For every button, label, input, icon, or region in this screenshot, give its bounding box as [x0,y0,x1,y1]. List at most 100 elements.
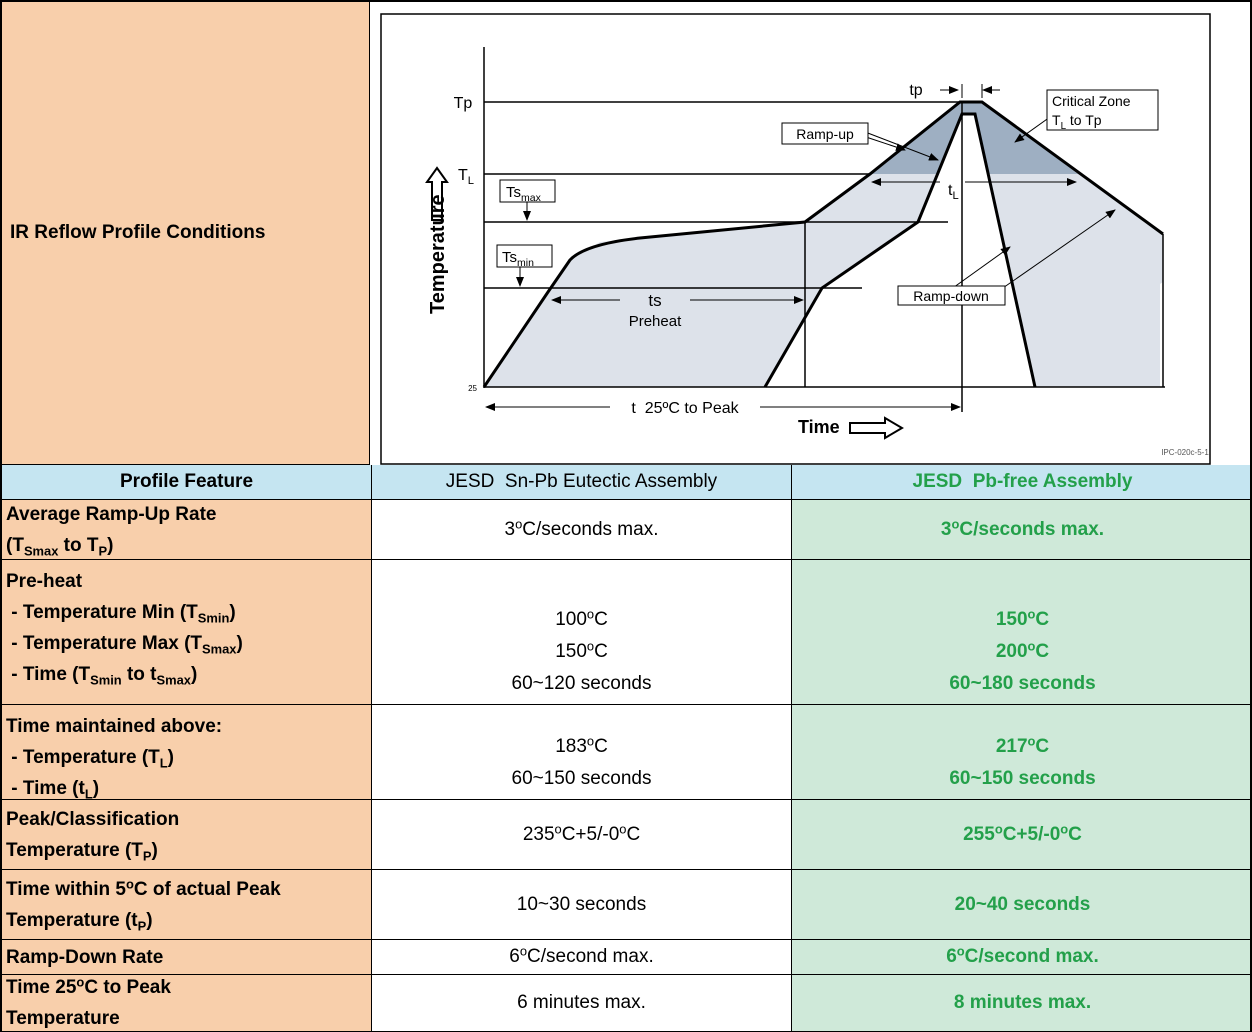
text-run: Ts [506,184,521,201]
feature-cell: Time 25oC to Peak Temperature [2,975,372,1032]
superscript: o [619,821,627,837]
text-run: C/seconds max. [522,518,659,540]
header-text: JESD Pb-free Assembly [912,471,1133,492]
text-run: C to Peak [84,977,171,998]
critical-range-label: TL to Tp [1052,112,1102,132]
text-run: ) [151,839,158,861]
x-label: Time [798,417,840,437]
subscript: L [159,755,168,771]
tp-label: tp [909,82,922,99]
feature-cell: Ramp-Down Rate [2,940,372,975]
cell-line: 60~120 seconds [512,668,652,700]
text-run: ) [229,602,236,623]
cell-line: - Time (TSmin to tSmax) [6,659,371,690]
tp-axis: Tp [454,95,473,112]
text-run: ) [92,778,100,799]
text-run: Peak/Classification [6,808,180,830]
header-cell: JESD Pb-free Assembly [792,465,1250,500]
superscript: o [586,733,595,749]
text-run: - Time (t [6,778,85,799]
label-boxes [496,89,1159,306]
cell-line: Pre-heat [6,566,371,597]
pbfree-cell: 3oC/seconds max. [792,500,1250,560]
text-run: 255 [963,823,995,845]
ramp-down-label: Ramp-down [913,288,988,304]
cell-line: 6oC/second max. [509,941,654,973]
superscript: o [554,821,562,837]
ref-label: IPC-020c-5-1 [1161,448,1209,457]
guides [483,47,1165,412]
header-text: JESD Sn-Pb Eutectic Assembly [445,471,718,492]
text-run: Time 25 [6,977,77,998]
text-run: C/seconds max. [959,518,1105,540]
profile-table: Profile Feature JESD Sn-Pb Eutectic Assem… [0,465,1252,1032]
cell-line: 8 minutes max. [954,987,1091,1019]
snpb-cell: 235oC+5/-0oC [372,800,792,870]
cell-line: 150oC [996,604,1049,636]
text-run: C [594,609,608,630]
text-run: ) [107,534,114,556]
cell-line: 6oC/second max. [946,941,1099,973]
text-run: 60~180 seconds [949,673,1096,694]
text-run: Average Ramp-Up Rate [6,503,217,525]
feature-cell: Pre-heat - Temperature Min (TSmin) - Tem… [2,560,372,705]
subscript: P [98,543,108,559]
pbfree-cell: 20~40 seconds [792,870,1250,940]
text-run: - Temperature (T [6,747,160,768]
cell-line: 60~180 seconds [949,668,1095,700]
text-run: Temperature [6,1008,120,1029]
subscript: L [952,190,958,202]
cell-line: 235oC+5/-0oC [523,819,640,851]
cell-line: 10~30 seconds [517,889,646,921]
cell-line: 183oC [555,731,608,763]
text-run: 100 [555,609,587,630]
subscript: L [84,786,93,800]
superscript: o [994,821,1003,837]
text-run: - Temperature Min (T [6,602,198,623]
text-run: C/second max. [964,946,1099,967]
cell-line: 20~40 seconds [955,889,1091,921]
text-run: 60~150 seconds [511,768,652,789]
ramp-up-label: Ramp-up [796,126,854,142]
superscript: o [1027,638,1036,654]
text-run: 10~30 seconds [516,893,647,915]
text-run: Ramp-Down Rate [6,946,164,968]
cell-line: Ramp-Down Rate [6,942,371,973]
profile-lines [482,100,1164,388]
feature-cell: Peak/Classification Temperature (TP) [2,800,372,870]
subscript: Smin [197,610,230,626]
cell-line: 60~150 seconds [512,763,652,795]
pbfree-cell: 217oC 60~150 seconds [792,705,1250,800]
ts-min: Tsmin [502,249,534,269]
text-run: to Tp [1066,112,1102,128]
diagram-cell: Tp TL Temperature Tsmax Tsmin ts Preheat… [370,0,1252,466]
text-run: 8 minutes max. [953,992,1092,1013]
text-run: to t [121,664,157,685]
superscript: o [1027,733,1036,749]
snpb-cell: 6oC/second max. [372,940,792,975]
text-run: 217 [995,736,1028,757]
text-run: C/second max. [527,946,654,967]
superscript: o [586,638,595,654]
text-run: Temperature (T [6,839,143,861]
cell-line: Average Ramp-Up Rate [6,500,371,530]
subscript: max [521,192,542,204]
subscript: Smin [90,672,122,688]
arrows [485,84,1116,411]
superscript: o [586,606,595,622]
tl-axis: TL [458,167,474,187]
text-run: ) [236,633,243,654]
preheat-label: Preheat [629,313,682,330]
text-run: Ts [502,249,517,266]
text-run: T [458,167,468,184]
feature-cell: Time maintained above: - Temperature (TL… [2,705,372,800]
text-run: C [594,736,608,757]
subscript: P [142,848,152,864]
cell-line: 60~150 seconds [949,763,1095,795]
text-run: C+5/-0 [561,823,620,845]
text-run: 20~40 seconds [954,893,1091,915]
cell-line: 255oC+5/-0oC [963,819,1082,851]
text-run: 60~120 seconds [511,673,652,694]
text-run: C [1068,823,1082,845]
pbfree-cell: 6oC/second max. [792,940,1250,975]
